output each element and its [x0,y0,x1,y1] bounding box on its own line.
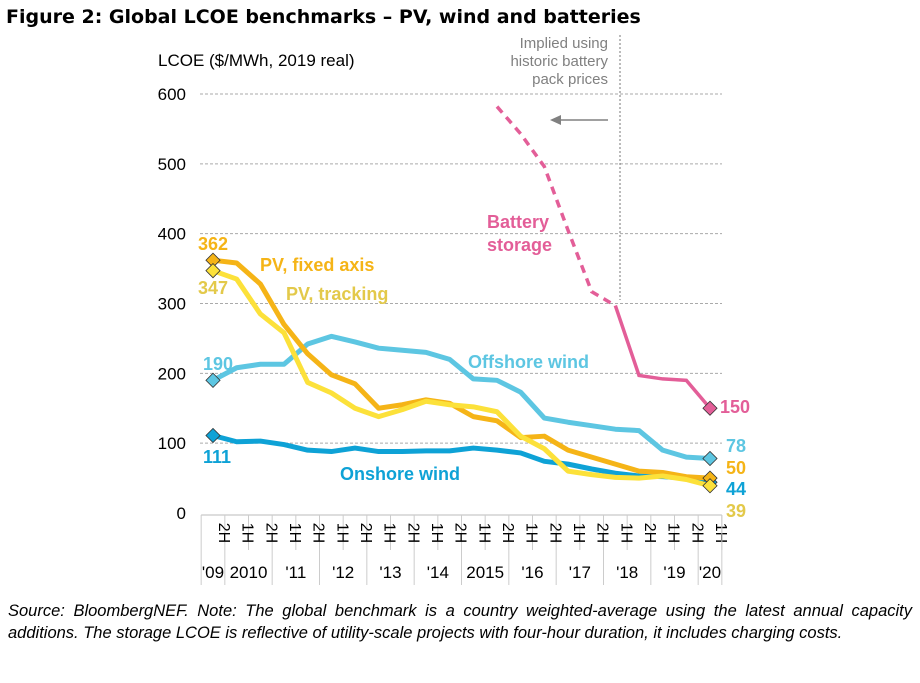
x-tick-label: 1H [570,523,587,543]
data-point-marker [205,263,221,279]
x-tick-label: 2H [357,523,374,543]
y-axis-label: LCOE ($/MWh, 2019 real) [158,51,355,70]
x-tick-label: 2H [215,523,232,543]
onshore-end-label: 44 [726,479,746,499]
y-tick-label: 600 [158,85,186,104]
x-tick-label: 2H [499,523,516,543]
y-tick-label: 400 [158,225,186,244]
source-note: Source: BloombergNEF. Note: The global b… [8,602,912,642]
data-point-marker [205,427,221,444]
x-tick-label: 1H [617,523,634,543]
year-label: '14 [427,563,449,582]
lcoe-chart: LCOE ($/MWh, 2019 real) 0 100 200 300 400 500 6… [158,35,750,585]
year-label: '13 [379,563,401,582]
x-tick-label: 2H [594,523,611,543]
series-line [212,268,711,489]
year-label: 2010 [230,563,268,582]
offshore-wind-series-label: Offshore wind [468,352,589,372]
series-line [212,257,711,481]
pv-fixed-series-label: PV, fixed axis [260,255,374,275]
y-tick-label: 100 [158,434,186,453]
x-tick-label: 1H [665,523,682,543]
x-tick-label: 1H [239,523,256,543]
pv-tracking-end-label: 39 [726,501,746,521]
x-tick-label: 1H [475,523,492,543]
data-point-marker [702,478,718,494]
y-tick-label: 0 [177,504,186,523]
data-point-marker [205,252,221,268]
data-point-marker [205,372,221,388]
x-tick-label: 1H [381,523,398,543]
x-tick-label: 1H [523,523,540,543]
x-tick-label: 1H [428,523,445,543]
onshore-wind-series-label: Onshore wind [340,464,460,484]
pv-fixed-start-label: 362 [198,234,228,254]
year-label: '16 [521,563,543,582]
battery-storage-dashed-line [495,105,617,308]
offshore-start-label: 190 [203,354,233,374]
x-tick-label: 2H [641,523,658,543]
pv-tracking-start-label: 347 [198,278,228,298]
series-line [211,333,711,462]
year-label: 2015 [466,563,504,582]
year-label: '17 [569,563,591,582]
battery-storage-line [613,305,712,410]
year-label: '12 [332,563,354,582]
year-label: '19 [663,563,685,582]
data-point-marker [702,400,718,416]
series-line [212,433,711,485]
onshore-start-label: 111 [203,447,231,467]
year-label: '11 [285,563,306,582]
year-label: '20 [699,563,721,582]
y-tick-label: 300 [158,295,186,314]
annotation-text: Implied using [520,35,608,52]
year-label: '18 [616,563,638,582]
x-tick-label: 2H [310,523,327,543]
battery-end-label: 150 [720,397,750,417]
figure-title: Figure 2: Global LCOE benchmarks – PV, w… [6,6,641,28]
battery-series-label-line2: storage [487,235,552,255]
y-tick-label: 200 [158,364,186,383]
data-point-marker [702,470,718,486]
x-tick-label: 1H [333,523,350,543]
x-tick-label: 2H [452,523,469,543]
x-tick-label: 2H [546,523,563,543]
x-tick-label: 1H [712,523,729,543]
battery-series-label-line1: Battery [487,212,549,232]
y-tick-label: 500 [158,155,186,174]
arrow-head-icon [550,115,561,125]
data-point-marker [702,450,718,467]
x-tick-label: 2H [688,523,705,543]
annotation-text: historic battery [510,53,608,70]
year-label: '09 [202,563,224,582]
x-tick-label: 2H [262,523,279,543]
x-tick-label: 1H [286,523,303,543]
x-tick-label: 2H [404,523,421,543]
pv-fixed-end-label: 50 [726,458,746,478]
pv-tracking-series-label: PV, tracking [286,284,388,304]
offshore-end-label: 78 [726,436,746,456]
annotation-text: pack prices [532,71,608,88]
